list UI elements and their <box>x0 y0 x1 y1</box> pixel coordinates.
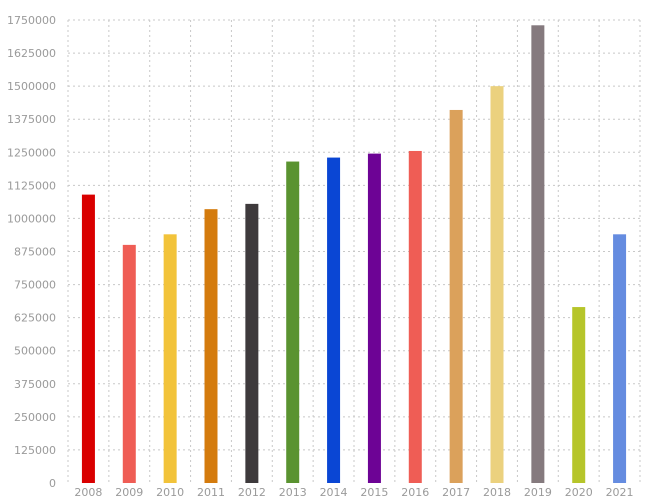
bar-2009 <box>122 244 136 483</box>
y-tick-label: 625000 <box>14 312 56 325</box>
bar-2013 <box>286 161 300 483</box>
y-tick-label: 1625000 <box>7 47 56 60</box>
grid-lines <box>67 19 641 483</box>
x-tick-label: 2021 <box>606 486 634 499</box>
x-tick-label: 2010 <box>156 486 184 499</box>
bar-2008 <box>81 194 95 484</box>
x-tick-label: 2018 <box>483 486 511 499</box>
x-tick-label: 2011 <box>197 486 225 499</box>
y-tick-label: 375000 <box>14 378 56 391</box>
x-tick-label: 2012 <box>238 486 266 499</box>
bar-2020 <box>572 307 586 483</box>
bar-2010 <box>163 234 177 483</box>
x-tick-label: 2014 <box>320 486 348 499</box>
y-tick-label: 125000 <box>14 444 56 457</box>
y-tick-label: 1125000 <box>7 179 56 192</box>
y-tick-label: 250000 <box>14 411 56 424</box>
x-tick-label: 2016 <box>401 486 429 499</box>
bar-2021 <box>613 234 627 483</box>
y-tick-label: 1250000 <box>7 146 56 159</box>
x-tick-label: 2013 <box>279 486 307 499</box>
y-tick-label: 1000000 <box>7 212 56 225</box>
y-tick-label: 500000 <box>14 345 56 358</box>
x-axis-ticks: 2008 2009 2010 2011 2012 2013 2014 2015 2016 2017… <box>74 486 633 499</box>
y-axis-ticks: 0 125000 250000 375000 500000 625000 750000 875… <box>7 14 56 490</box>
x-tick-label: 2009 <box>115 486 143 499</box>
bars <box>81 25 627 484</box>
bar-2017 <box>449 109 463 483</box>
x-tick-label: 2015 <box>360 486 388 499</box>
x-tick-label: 2017 <box>442 486 470 499</box>
bar-2011 <box>204 209 218 483</box>
x-tick-label: 2019 <box>524 486 552 499</box>
y-tick-label: 875000 <box>14 246 56 259</box>
bar-2012 <box>245 203 259 483</box>
x-tick-label: 2008 <box>74 486 102 499</box>
x-tick-label: 2020 <box>565 486 593 499</box>
bar-2015 <box>367 153 381 483</box>
bar-2014 <box>327 157 341 483</box>
y-tick-label: 1375000 <box>7 113 56 126</box>
y-tick-label: 1750000 <box>7 14 56 27</box>
bar-2016 <box>408 150 422 483</box>
y-tick-label: 750000 <box>14 279 56 292</box>
bar-2018 <box>490 86 504 484</box>
bar-2019 <box>531 25 545 483</box>
y-tick-label: 0 <box>49 477 56 490</box>
y-tick-label: 1500000 <box>7 80 56 93</box>
